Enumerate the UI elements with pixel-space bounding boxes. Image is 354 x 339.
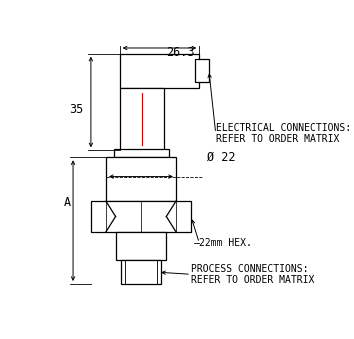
Bar xyxy=(106,157,176,201)
Text: Ø 22: Ø 22 xyxy=(207,150,236,163)
Bar xyxy=(114,149,169,157)
Text: A: A xyxy=(64,196,71,209)
Bar xyxy=(91,201,191,232)
Text: 26.3: 26.3 xyxy=(166,46,194,59)
Text: ELECTRICAL CONNECTIONS:: ELECTRICAL CONNECTIONS: xyxy=(216,123,351,133)
Text: PROCESS CONNECTIONS:: PROCESS CONNECTIONS: xyxy=(191,264,309,274)
Bar xyxy=(121,260,161,284)
Text: 22mm HEX.: 22mm HEX. xyxy=(199,238,252,248)
Text: REFER TO ORDER MATRIX: REFER TO ORDER MATRIX xyxy=(191,275,314,284)
Bar xyxy=(120,88,164,150)
Text: 35: 35 xyxy=(69,103,83,116)
Bar xyxy=(195,59,209,82)
Bar xyxy=(120,54,199,88)
Text: REFER TO ORDER MATRIX: REFER TO ORDER MATRIX xyxy=(216,134,339,143)
Bar xyxy=(115,232,166,260)
